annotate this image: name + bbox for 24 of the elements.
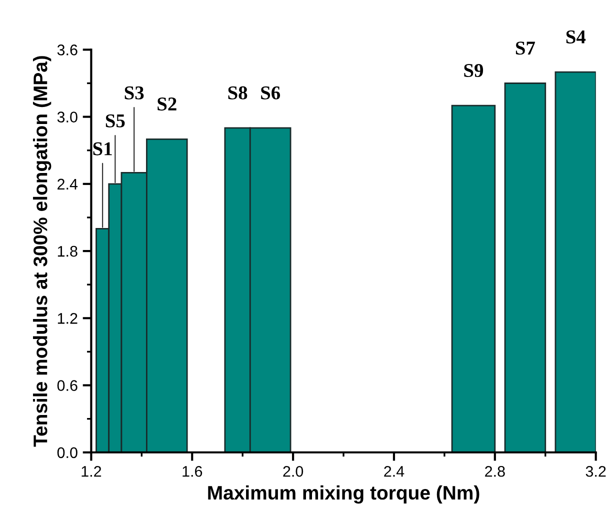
y-axis-title: Tensile modulus at 300% elongation (MPa) <box>33 56 52 447</box>
annotation: S7 <box>516 42 535 55</box>
x-tick-label: 1.2 <box>82 466 102 477</box>
annotation: S8 <box>228 86 248 100</box>
y-tick-label: 2.4 <box>58 178 78 190</box>
y-tick-label: 0.0 <box>57 447 78 458</box>
y-tick-label: 0.6 <box>57 380 78 391</box>
annotation: S9 <box>464 64 484 78</box>
y-tick-label: 3.6 <box>57 44 78 56</box>
x-axis-title: Maximum mixing torque (Nm) <box>208 485 480 504</box>
x-tick-label: 3.2 <box>586 466 606 477</box>
annotation: S5 <box>106 114 125 128</box>
annotation: S1 <box>93 142 112 156</box>
y-tick-label: 1.2 <box>58 313 78 324</box>
annotation: S3 <box>124 86 144 100</box>
y-tick-label: 3.0 <box>57 112 78 122</box>
annotation: S4 <box>566 30 586 44</box>
x-tick-label: 1.6 <box>182 466 202 477</box>
x-tick-label: 2.0 <box>283 466 304 477</box>
annotation: S2 <box>158 98 176 111</box>
x-tick-label: 2.8 <box>485 466 505 477</box>
x-tick-label: 2.4 <box>384 466 404 477</box>
y-tick-label: 1.8 <box>58 246 78 257</box>
annotation: S6 <box>261 86 280 100</box>
